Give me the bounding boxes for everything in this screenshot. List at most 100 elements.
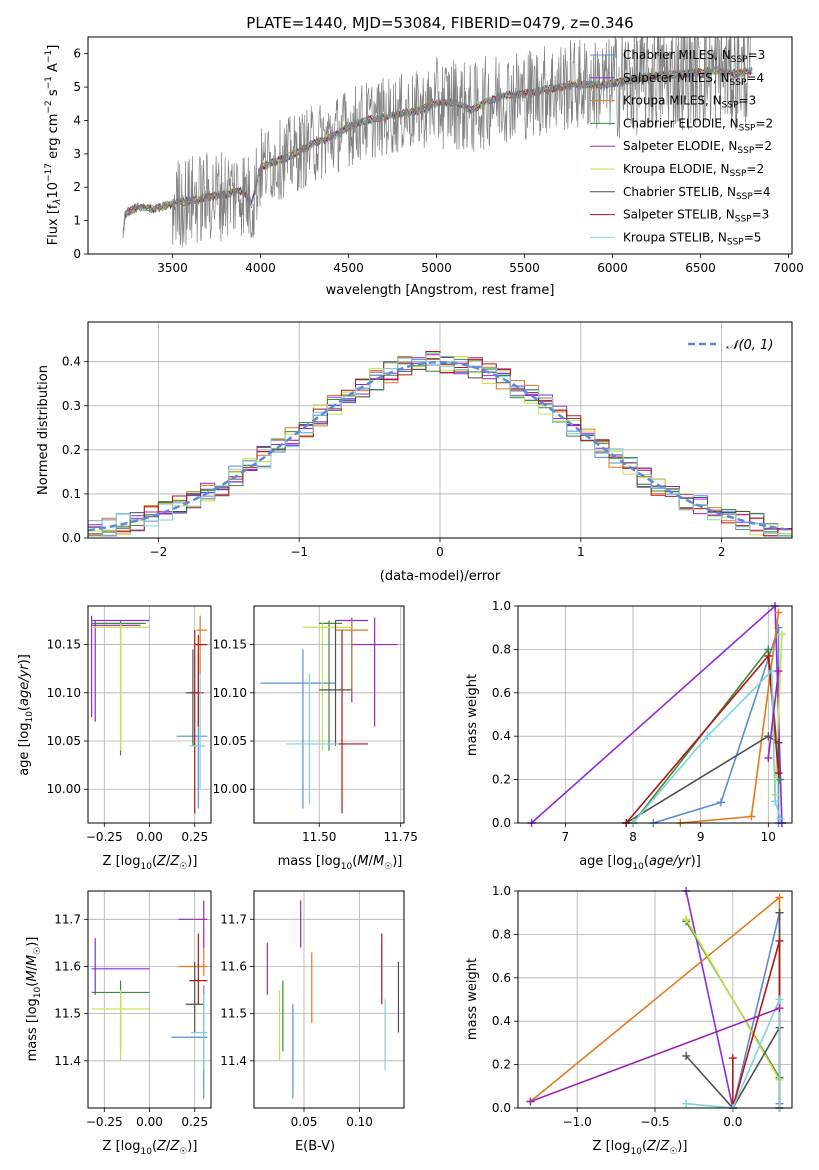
weight-age-line-4 — [774, 634, 783, 795]
mass-z-errbar-1 — [91, 938, 150, 995]
weight-z-ytick-label-0: 0.0 — [492, 1101, 511, 1115]
residuals-hist-kroupa-stelib — [88, 353, 792, 537]
age-mass-ytick-label-0: 10.00 — [213, 782, 247, 796]
age-mass-ytick-label-1: 10.05 — [213, 734, 247, 748]
weight-age-marker-8-1 — [774, 667, 783, 676]
weight-z-marker-8-1 — [775, 1004, 784, 1013]
legend-label-kroupa-elodie: Kroupa ELODIE, NSSP=2 — [623, 162, 764, 179]
weight-age-marker-6-1 — [764, 651, 773, 660]
legend-label-kroupa-miles: Kroupa MILES, NSSP=3 — [623, 94, 756, 111]
residuals-xtick-label-3: 1 — [577, 545, 585, 559]
age-z-xtick-label-0: −0.25 — [86, 830, 123, 844]
age-z-xtick-label-2: 0.25 — [181, 830, 208, 844]
residuals-gauss-curve — [88, 360, 792, 532]
weight-age-line-2 — [680, 612, 780, 823]
age-z-frame — [87, 605, 212, 824]
legend-label-salpeter-elodie: Salpeter ELODIE, NSSP=2 — [623, 139, 772, 156]
weight-z-ytick-label-5: 1.0 — [492, 884, 511, 898]
residuals-xtick-label-4: 2 — [718, 545, 726, 559]
age-z-errbar-7 — [189, 630, 204, 814]
mass-ebv-frame — [253, 890, 405, 1109]
weight-z-marker-6-0 — [728, 1054, 737, 1063]
weight-z-axes: −1.0 −0.5 0.0 0.0 0.2 0.4 0.6 0.8 1.0 — [492, 884, 792, 1129]
legend-label-chabrier-elodie: Chabrier ELODIE, NSSP=2 — [623, 116, 773, 133]
weight-z-marker-7-2 — [775, 995, 784, 1004]
mass-z-xlabel: Z [log10(Z/Z☉)] — [103, 1139, 198, 1157]
mass-ebv-xlabel: E(B-V) — [295, 1139, 335, 1154]
mass-z-errbar-4 — [91, 990, 150, 1061]
weight-z-xtick-label-2: 0.0 — [723, 1115, 742, 1129]
weight-z-ytick-label-1: 0.2 — [492, 1058, 511, 1072]
weight-age-ytick-label-1: 0.2 — [492, 773, 511, 787]
mass-z-ytick-label-3: 11.7 — [54, 912, 81, 926]
spectrum-xtick-label-0: 3500 — [157, 261, 188, 275]
weight-age-marker-3-2 — [775, 775, 784, 784]
age-z-panel: Z [log10(Z/Z☉)] age [log10(age/yr)] — [17, 654, 197, 872]
weight-age-ytick-label-4: 0.8 — [492, 642, 511, 656]
spectrum-ytick-label-1: 1 — [73, 214, 81, 228]
mass-z-xtick-label-0: −0.25 — [86, 1115, 123, 1129]
spectrum-ytick-label-2: 2 — [73, 180, 81, 194]
weight-age-ytick-label-0: 0.0 — [492, 816, 511, 830]
mass-z-xtick-label-1: 0.00 — [136, 1115, 163, 1129]
residuals-xtick-label-0: −2 — [150, 545, 168, 559]
mass-ebv-axes: 0.05 0.10 11.4 11.5 11.6 11.7 — [220, 891, 404, 1129]
weight-age-line-7 — [632, 669, 782, 823]
weight-age-marker-4-1 — [777, 630, 786, 639]
age-z-ylabel: age [log10(age/yr)] — [17, 654, 35, 776]
age-mass-xlabel: mass [log10(M/M☉)] — [278, 854, 403, 872]
weight-z-line-6 — [732, 940, 781, 1108]
mass-ebv-ytick-label-3: 11.7 — [220, 912, 247, 926]
weight-z-marker-2-1 — [775, 893, 784, 902]
age-z-ytick-label-3: 10.15 — [47, 638, 81, 652]
residuals-panel: (data-model)/error Normed distribution — [36, 365, 501, 584]
mass-z-xtick-label-2: 0.25 — [181, 1115, 208, 1129]
spectrum-xtick-label-5: 6000 — [597, 261, 628, 275]
spectrum-frame — [87, 36, 793, 255]
spectrum-ytick-label-3: 3 — [73, 147, 81, 161]
weight-age-xtick-label-2: 9 — [697, 830, 705, 844]
age-z-errbar-5 — [91, 623, 150, 751]
spectrum-panel: wavelength [Angstrom, rest frame] Flux [… — [44, 45, 554, 298]
weight-age-marker-8-0 — [764, 753, 773, 762]
age-z-axes: −0.25 0.00 0.25 10.00 10.05 10.10 10.15 — [47, 606, 211, 844]
weight-z-xlabel: Z [log10(Z/Z☉)] — [593, 1139, 688, 1157]
mass-ebv-xtick-label-0: 0.05 — [291, 1115, 318, 1129]
age-mass-errbar-0 — [260, 649, 336, 809]
residuals-xtick-label-2: 0 — [436, 545, 444, 559]
spectrum-legend: Chabrier MILES, NSSP=3 Salpeter MILES, NS… — [590, 48, 773, 247]
age-z-ytick-label-2: 10.10 — [47, 686, 81, 700]
age-mass-frame — [253, 605, 405, 824]
weight-z-panel: Z [log10(Z/Z☉)] mass weight — [465, 958, 687, 1157]
mass-z-ytick-label-0: 11.4 — [54, 1054, 81, 1068]
weight-age-line-0 — [653, 627, 780, 823]
spectrum-ytick-label-4: 4 — [73, 113, 81, 127]
weight-z-marker-5-3 — [775, 908, 784, 917]
mass-ebv-ytick-label-1: 11.5 — [220, 1007, 247, 1021]
residuals-ytick-label-3: 0.3 — [62, 399, 81, 413]
weight-z-ytick-label-4: 0.8 — [492, 927, 511, 941]
legend-label-chabrier-stelib: Chabrier STELIB, NSSP=4 — [623, 185, 771, 202]
residuals-xlabel: (data-model)/error — [380, 569, 501, 584]
spectrum-ytick-label-0: 0 — [73, 247, 81, 261]
residuals-axes: −2 −1 0 1 2 0.0 0.1 0.2 0.3 0.4 — [62, 322, 792, 559]
residuals-ytick-label-0: 0.0 — [62, 531, 81, 545]
weight-age-xtick-label-0: 7 — [562, 830, 570, 844]
age-mass-panel: mass [log10(M/M☉)] — [278, 854, 403, 872]
spectrum-xtick-label-4: 5500 — [509, 261, 540, 275]
age-mass-ytick-label-3: 10.15 — [213, 638, 247, 652]
mass-z-ytick-label-1: 11.5 — [54, 1007, 81, 1021]
age-z-errbar-9 — [194, 634, 208, 727]
residuals-ylabel: Normed distribution — [36, 365, 51, 495]
weight-z-marker-6-2 — [775, 936, 784, 945]
weight-age-marker-6-2 — [774, 769, 783, 778]
weight-age-marker-7-1 — [703, 732, 712, 741]
legend-label-salpeter-miles: Salpeter MILES, NSSP=4 — [623, 71, 764, 88]
weight-age-xtick-label-3: 10 — [761, 830, 776, 844]
spectrum-ytick-label-5: 5 — [73, 80, 81, 94]
mass-ebv-panel: E(B-V) — [295, 1139, 335, 1154]
weight-age-ylabel: mass weight — [465, 674, 480, 756]
weight-age-marker-2-1 — [747, 812, 756, 821]
weight-z-marker-5-0 — [682, 1051, 691, 1060]
weight-age-marker-7-4 — [776, 814, 785, 823]
